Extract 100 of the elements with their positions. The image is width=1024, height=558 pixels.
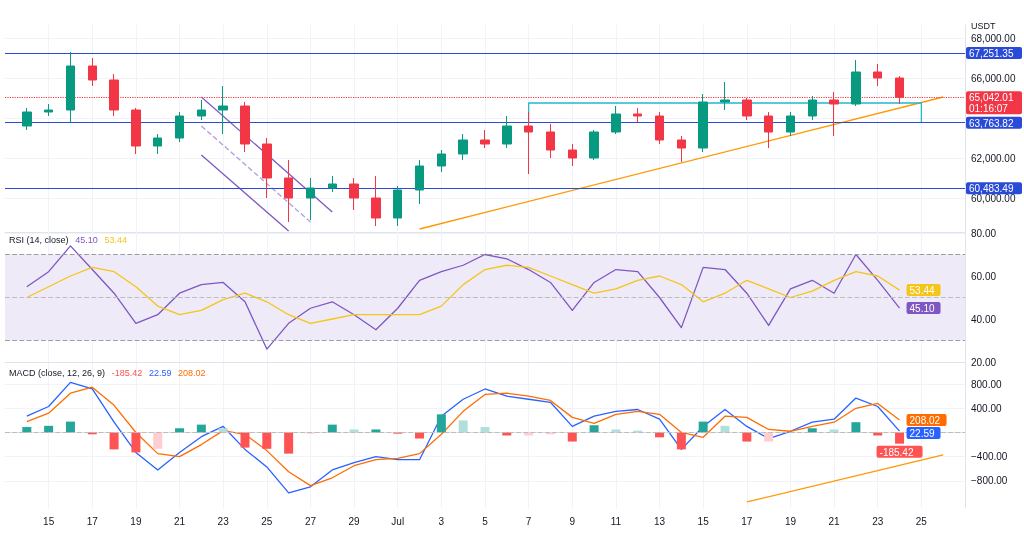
candlestick	[328, 175, 337, 193]
bar	[415, 432, 425, 439]
x-tick-label: 23	[872, 515, 884, 527]
candlestick	[218, 85, 228, 135]
x-tick-label: 3	[438, 515, 445, 527]
text: 208.02	[178, 368, 206, 378]
bar	[284, 432, 294, 454]
x-tick-label: 21	[173, 515, 186, 527]
candlestick	[349, 177, 359, 211]
candlestick	[502, 115, 512, 149]
bar	[131, 432, 141, 453]
data-label: 208.02	[909, 414, 941, 426]
y-tick-label: 400.00	[971, 402, 1003, 414]
candlestick	[458, 133, 468, 161]
line-series	[26, 245, 901, 350]
candlestick	[306, 177, 315, 221]
ref-line-label: 65,042.01 01:16:07	[969, 92, 1014, 115]
candlestick	[437, 149, 446, 173]
x-tick-label: 25	[915, 515, 928, 527]
x-tick-label: 25	[261, 515, 273, 527]
y-tick-label: 800.00	[971, 378, 1003, 390]
bar	[567, 432, 577, 442]
y-tick-label: −800.00	[971, 475, 1008, 487]
y-tick-label: 66,000.00	[971, 72, 1016, 84]
candlestick	[677, 135, 686, 163]
chart-title: RSI (14, close)	[9, 235, 69, 245]
x-tick-label: 21	[828, 515, 841, 527]
candlestick	[197, 99, 206, 121]
bar	[109, 432, 119, 450]
bar	[458, 420, 468, 433]
text: 45.10	[75, 235, 98, 245]
candlestick	[698, 93, 708, 153]
text: 53.44	[104, 235, 127, 245]
data-label: 53.44	[909, 285, 936, 297]
text: 22.59	[148, 368, 172, 378]
candlestick	[240, 101, 250, 153]
data-label: 22.59	[909, 427, 936, 439]
x-tick-label: 19	[784, 515, 797, 527]
x-tick-label: Jul	[391, 515, 405, 527]
data-label: 45.10	[909, 303, 936, 315]
text: MACD (close, 12, 26, 9)	[9, 368, 106, 378]
bar	[436, 414, 446, 433]
candlestick	[786, 111, 795, 137]
candlestick	[88, 57, 97, 87]
candlestick	[175, 111, 184, 143]
candlestick	[524, 111, 533, 175]
line-series	[26, 264, 901, 324]
candlestick	[851, 59, 861, 107]
y-tick-label: 20.00	[971, 356, 997, 368]
bar	[676, 432, 686, 450]
candlestick	[720, 81, 730, 111]
candlestick	[808, 95, 817, 121]
candlestick	[568, 143, 577, 167]
ref-line-label: 60,483.49	[969, 183, 1014, 195]
y-tick-label: 62,000.00	[971, 152, 1016, 164]
x-tick-label: 7	[525, 515, 532, 527]
candlestick	[22, 107, 32, 131]
y-tick-label: 40.00	[971, 313, 997, 325]
candlestick	[393, 185, 402, 227]
bar	[65, 421, 75, 433]
ref-line-label: 67,251.35	[969, 47, 1014, 59]
candlestick	[546, 123, 555, 159]
bar	[262, 432, 272, 449]
bar	[153, 432, 163, 449]
candlestick	[873, 63, 882, 87]
bar	[764, 432, 774, 442]
x-tick-label: 11	[610, 515, 622, 527]
x-tick-label: 15	[697, 515, 710, 527]
candlestick	[44, 103, 53, 117]
bar	[742, 432, 752, 442]
data-label: -185.42	[879, 446, 914, 458]
y-tick-label: 80.00	[971, 227, 997, 239]
candlestick	[66, 51, 75, 123]
y-tick-label: 60,000.00	[971, 192, 1016, 204]
bar	[240, 432, 250, 448]
candlestick	[655, 111, 664, 145]
x-tick-label: 17	[741, 515, 753, 527]
candlestick	[284, 159, 293, 223]
x-tick-label: 5	[482, 515, 489, 527]
candlestick	[371, 175, 381, 227]
y-tick-label: −400.00	[971, 451, 1008, 463]
candlestick	[633, 107, 642, 123]
x-tick-label: 17	[86, 515, 99, 527]
text: -185.42	[111, 368, 143, 378]
x-tick-label: 15	[43, 515, 55, 527]
candlestick	[153, 133, 162, 155]
bar	[589, 425, 599, 433]
candlestick	[764, 111, 773, 149]
candlestick	[589, 129, 599, 161]
x-tick-label: 13	[653, 515, 666, 527]
ref-line-label: 63,763.82	[969, 117, 1014, 129]
y-tick-label: 68,000.00	[971, 32, 1016, 44]
candlestick	[131, 107, 141, 155]
x-tick-label: 9	[569, 515, 576, 527]
x-tick-label: 27	[304, 515, 317, 527]
candlestick	[415, 159, 424, 205]
candlestick	[480, 129, 490, 149]
bar	[851, 422, 861, 433]
y-axis-title: USDT	[971, 20, 996, 31]
bar	[895, 432, 905, 444]
